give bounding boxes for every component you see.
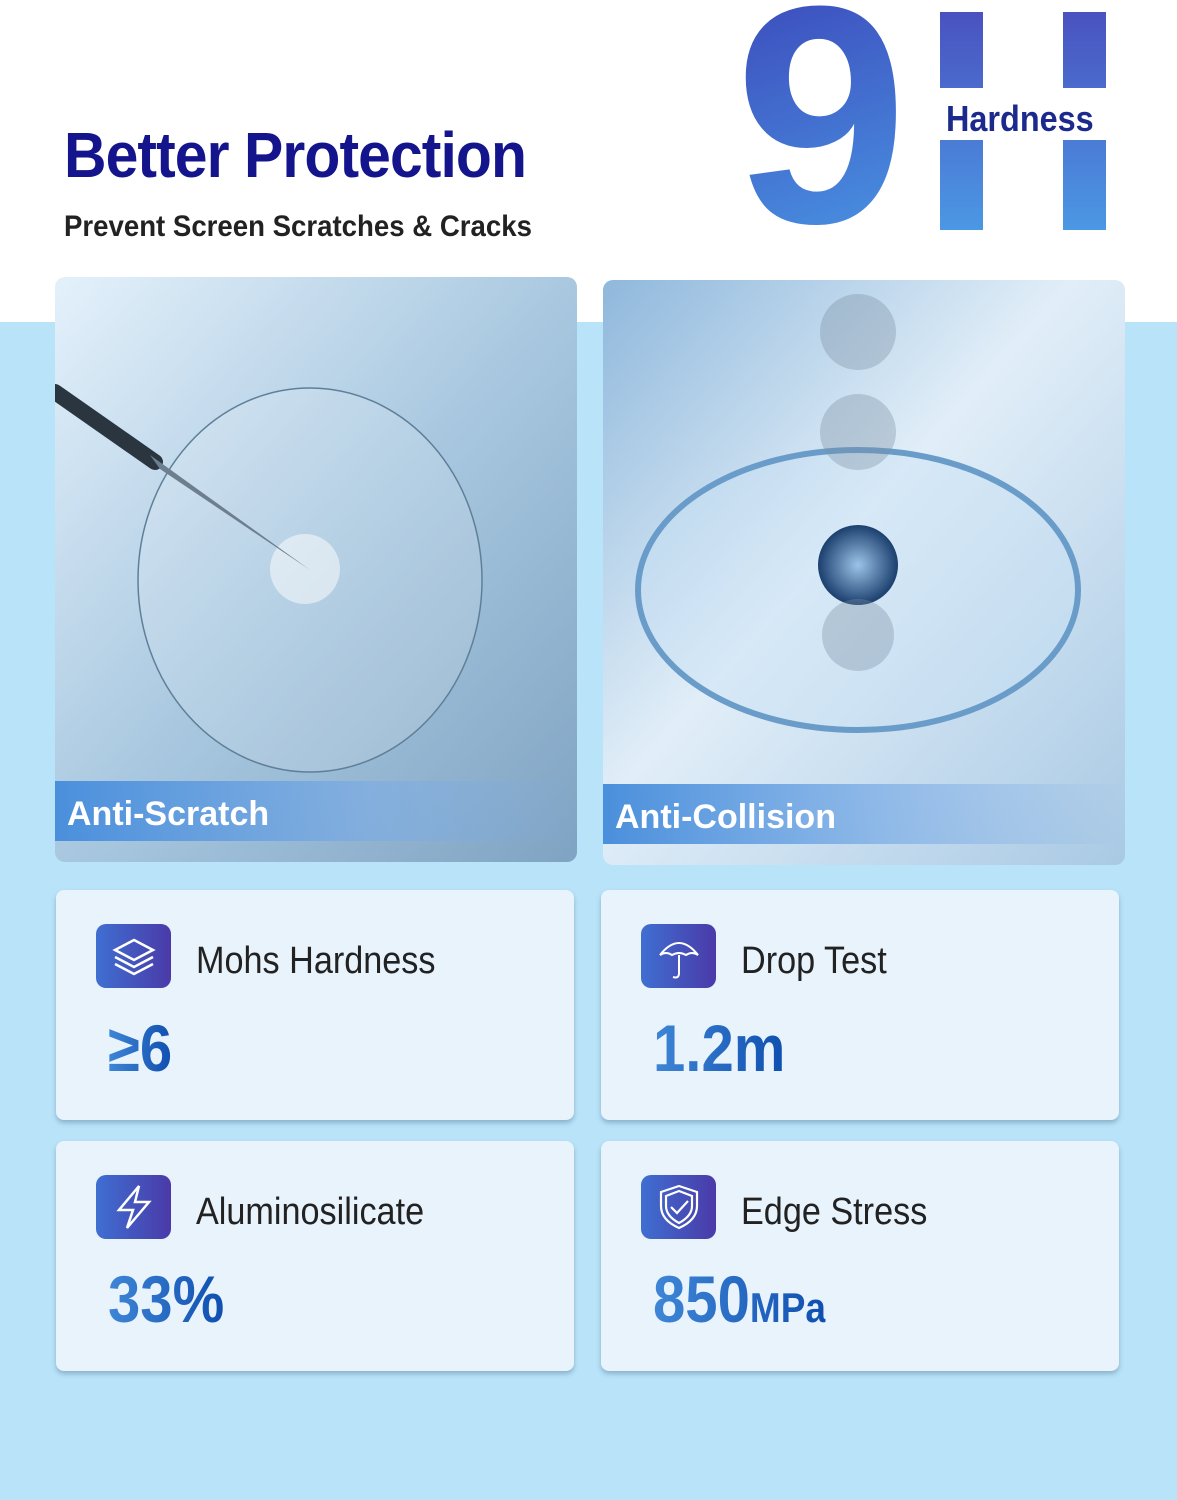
card-value: 33% xyxy=(108,1262,225,1336)
badge-number: 9 xyxy=(735,0,907,270)
badge-label: Hardness xyxy=(946,98,1094,139)
umbrella-icon xyxy=(641,924,716,988)
layers-icon xyxy=(96,924,171,988)
page-subtitle: Prevent Screen Scratches & Cracks xyxy=(64,210,532,243)
spec-card-edge-stress: Edge Stress 850MPa xyxy=(601,1141,1119,1371)
card-label: Drop Test xyxy=(741,940,887,982)
shield-check-icon xyxy=(641,1175,716,1239)
card-label: Mohs Hardness xyxy=(196,940,436,982)
card-label: Aluminosilicate xyxy=(196,1191,425,1233)
card-value: 850MPa xyxy=(653,1261,826,1337)
card-label: Edge Stress xyxy=(741,1191,928,1233)
value-unit: MPa xyxy=(749,1284,826,1331)
spec-card-aluminosilicate: Aluminosilicate 33% xyxy=(56,1141,574,1371)
value-number: 850 xyxy=(653,1262,750,1336)
anti-scratch-photo: Anti-Scratch xyxy=(55,277,577,862)
spec-card-mohs-hardness: Mohs Hardness ≥6 xyxy=(56,890,574,1120)
spec-card-drop-test: Drop Test 1.2m xyxy=(601,890,1119,1120)
photo-caption: Anti-Collision xyxy=(603,784,1125,844)
card-value: ≥6 xyxy=(108,1011,173,1085)
lightning-icon xyxy=(96,1175,171,1239)
photo-caption: Anti-Scratch xyxy=(55,781,577,841)
page-title: Better Protection xyxy=(64,119,527,191)
card-value: 1.2m xyxy=(653,1011,786,1085)
anti-collision-photo: Anti-Collision xyxy=(603,280,1125,865)
